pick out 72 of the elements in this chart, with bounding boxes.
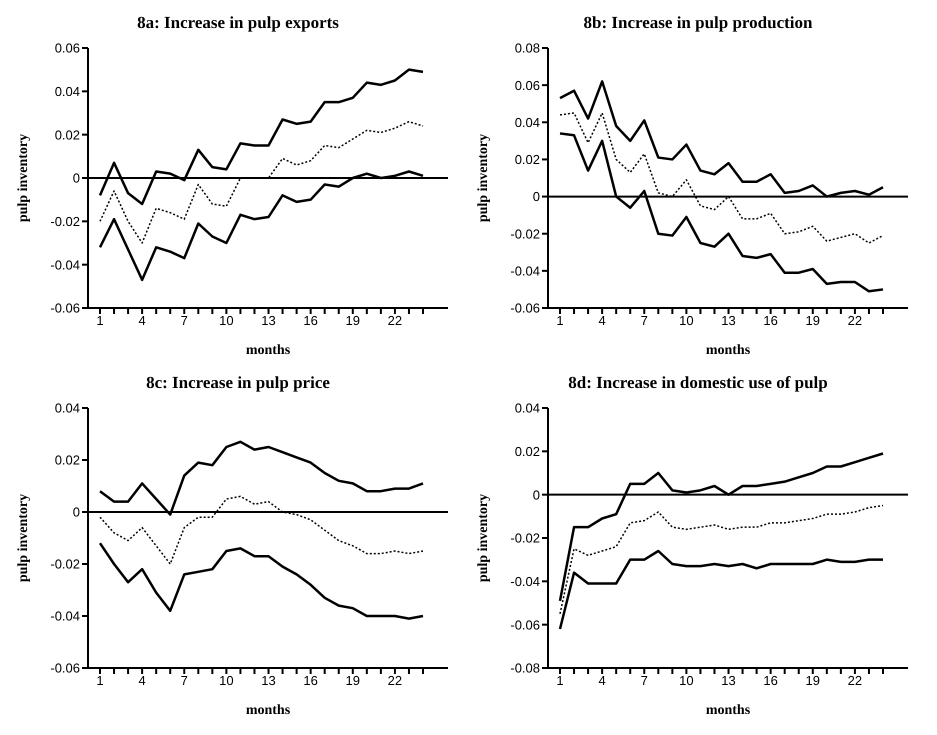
x-tick-label: 16 [763, 313, 778, 328]
y-tick-label: 0.04 [514, 114, 540, 130]
x-tick-label: 16 [763, 673, 778, 688]
y-tick-label: -0.02 [50, 556, 80, 572]
x-axis-title: months [246, 703, 291, 718]
y-tick-label: -0.06 [510, 300, 540, 316]
y-tick-label: 0.08 [514, 40, 540, 56]
x-tick-label: 4 [598, 673, 606, 688]
y-tick-label: -0.04 [50, 257, 80, 272]
x-tick-label: 7 [180, 313, 188, 328]
x-tick-label: 13 [721, 673, 736, 688]
x-tick-label: 22 [388, 673, 402, 688]
x-tick-label: 1 [556, 673, 564, 688]
y-tick-label: 0.02 [54, 452, 80, 468]
x-tick-label: 13 [261, 313, 276, 328]
x-tick-label: 10 [679, 313, 694, 328]
y-tick-label: -0.02 [510, 530, 540, 546]
x-tick-label: 4 [598, 313, 606, 328]
y-tick-label: 0.06 [54, 40, 80, 56]
chart-title: 8b: Increase in pulp production [582, 12, 814, 34]
y-tick-label: -0.08 [510, 660, 540, 676]
x-axis-title: months [706, 703, 751, 718]
x-tick-label: 19 [806, 313, 820, 328]
y-tick-label: 0 [532, 189, 540, 204]
x-tick-label: 10 [219, 313, 234, 328]
y-tick-label: 0.04 [514, 400, 540, 416]
x-tick-label: 1 [96, 313, 104, 328]
y-tick-label: -0.06 [50, 660, 80, 676]
x-tick-label: 16 [303, 313, 318, 328]
x-tick-label: 22 [848, 313, 862, 328]
y-tick-label: -0.06 [50, 300, 80, 316]
x-axis-title: months [706, 343, 751, 358]
x-tick-label: 7 [640, 313, 648, 328]
y-tick-label: 0.02 [54, 127, 80, 142]
x-tick-label: 22 [848, 673, 862, 688]
y-tick-label: 0.02 [514, 444, 540, 459]
x-tick-label: 13 [721, 313, 736, 328]
y-axis-title: pulp inventory [16, 134, 31, 222]
chart-title: 8d: Increase in domestic use of pulp [567, 372, 829, 394]
y-tick-label: -0.02 [50, 214, 80, 229]
y-tick-label: -0.02 [510, 226, 540, 242]
x-tick-label: 1 [556, 313, 564, 328]
y-tick-label: -0.04 [50, 608, 80, 624]
x-tick-label: 19 [346, 313, 360, 328]
y-axis-title: pulp inventory [16, 494, 31, 582]
x-tick-label: 13 [261, 673, 276, 688]
chart-title: 8a: Increase in pulp exports [136, 12, 340, 34]
y-tick-label: 0.04 [54, 84, 80, 99]
y-tick-label: 0 [72, 504, 80, 520]
x-tick-label: 4 [138, 313, 146, 328]
y-tick-label: 0.06 [514, 78, 540, 93]
y-tick-label: 0 [72, 170, 80, 186]
x-tick-label: 19 [346, 673, 360, 688]
y-tick-label: -0.04 [510, 263, 540, 278]
x-tick-label: 10 [679, 673, 694, 688]
x-tick-label: 4 [138, 673, 146, 688]
y-axis-title: pulp inventory [476, 494, 491, 582]
x-tick-label: 7 [640, 673, 648, 688]
y-axis-title: pulp inventory [476, 134, 491, 222]
y-tick-label: 0.02 [514, 152, 540, 168]
x-tick-label: 1 [96, 673, 104, 688]
x-tick-label: 10 [219, 673, 234, 688]
chart-title: 8c: Increase in pulp price [145, 372, 331, 394]
x-tick-label: 7 [180, 673, 188, 688]
x-tick-label: 16 [303, 673, 318, 688]
y-tick-label: -0.04 [510, 574, 540, 589]
x-tick-label: 22 [388, 313, 402, 328]
y-tick-label: 0 [532, 487, 540, 502]
y-tick-label: 0.04 [54, 400, 80, 416]
y-tick-label: -0.06 [510, 617, 540, 632]
x-tick-label: 19 [806, 673, 820, 688]
x-axis-title: months [246, 343, 291, 358]
